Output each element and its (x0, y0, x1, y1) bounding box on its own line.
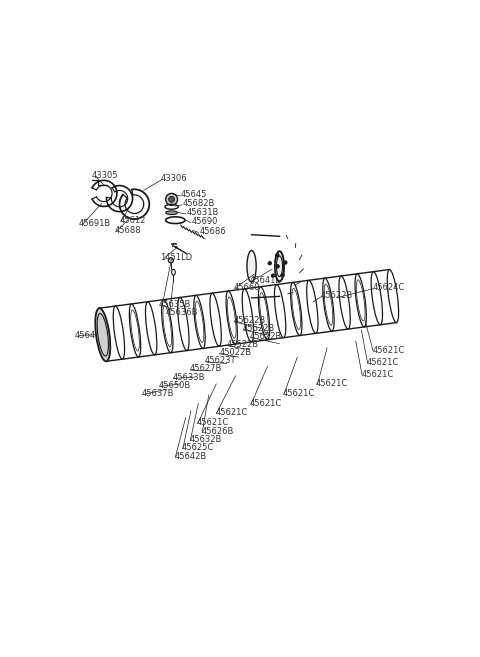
Text: 45633B: 45633B (172, 373, 205, 382)
Circle shape (166, 193, 178, 205)
Text: 45642B: 45642B (75, 331, 107, 340)
Circle shape (284, 261, 287, 264)
Text: 45621C: 45621C (250, 399, 282, 408)
Text: 45622B: 45622B (250, 332, 282, 341)
Text: 45635B: 45635B (158, 300, 191, 309)
Text: 45622B: 45622B (234, 316, 266, 325)
Text: 45690: 45690 (192, 217, 218, 226)
Circle shape (272, 274, 275, 277)
Circle shape (168, 258, 173, 263)
Text: 45621C: 45621C (361, 370, 394, 378)
Text: 45626B: 45626B (202, 427, 234, 436)
Text: 45621C: 45621C (282, 389, 315, 398)
Text: 45621C: 45621C (316, 379, 348, 388)
Text: 45621C: 45621C (367, 358, 399, 367)
Text: 43305: 43305 (92, 171, 118, 180)
Text: 45621C: 45621C (197, 418, 229, 427)
Text: 45637B: 45637B (142, 389, 174, 398)
Circle shape (268, 261, 271, 265)
Circle shape (276, 265, 279, 268)
Text: 45623T: 45623T (205, 356, 237, 365)
Text: 45022B: 45022B (219, 348, 252, 357)
Text: 45688: 45688 (115, 226, 142, 235)
Text: 45645: 45645 (181, 191, 207, 199)
Text: 45632B: 45632B (190, 435, 222, 444)
Text: 45625C: 45625C (182, 443, 214, 453)
Text: 45660: 45660 (234, 283, 261, 292)
Text: 1451LD: 1451LD (160, 253, 192, 262)
Text: 45631B: 45631B (186, 208, 219, 217)
Text: 45691B: 45691B (79, 219, 111, 229)
Text: 45627B: 45627B (190, 365, 222, 373)
Text: 43306: 43306 (160, 174, 187, 183)
Ellipse shape (166, 211, 178, 215)
Text: 45621C: 45621C (372, 346, 405, 355)
Ellipse shape (275, 251, 284, 281)
Circle shape (276, 254, 279, 257)
Text: 45686: 45686 (200, 227, 226, 236)
Text: 45636B: 45636B (166, 307, 199, 317)
Text: 45642B: 45642B (175, 451, 207, 461)
Text: 45624C: 45624C (372, 283, 405, 292)
Text: 45612: 45612 (120, 215, 146, 225)
Circle shape (168, 196, 175, 202)
Ellipse shape (247, 250, 256, 282)
Text: 45650B: 45650B (158, 381, 191, 390)
Text: 45682B: 45682B (183, 199, 215, 208)
Text: 45622B: 45622B (321, 291, 353, 300)
Text: 45622B: 45622B (242, 325, 275, 333)
Circle shape (281, 273, 284, 277)
Text: 45641B: 45641B (250, 276, 282, 285)
Ellipse shape (95, 308, 110, 361)
Text: 45522B: 45522B (227, 340, 259, 349)
Text: 45621C: 45621C (216, 409, 248, 417)
